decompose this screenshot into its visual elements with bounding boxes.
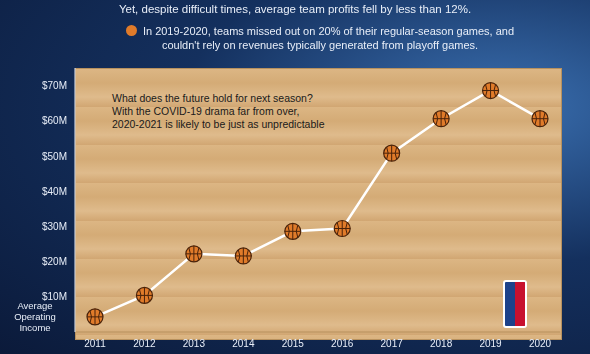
svg-text:$30M: $30M [42,221,67,232]
svg-text:$50M: $50M [42,151,67,162]
svg-text:2013: 2013 [183,338,206,349]
svg-text:$70M: $70M [42,80,67,91]
svg-text:2015: 2015 [282,338,305,349]
svg-text:2016: 2016 [331,338,354,349]
svg-text:2020: 2020 [529,338,552,349]
html-text:Yet, despite difficult times,: Yet, despite difficult times, average te… [118,3,472,15]
html-text:In 2019-2020, teams missed out: In 2019-2020, teams missed out on 20% of… [142,25,515,51]
svg-text:2018: 2018 [430,338,453,349]
svg-text:$20M: $20M [42,256,67,267]
svg-text:2019: 2019 [479,338,502,349]
svg-text:2017: 2017 [381,338,404,349]
svg-text:2011: 2011 [84,338,106,349]
svg-text:$10M: $10M [42,291,67,303]
html-text:What does the future hold for: What does the future hold for next seaso… [112,92,325,130]
html-text:Average Operating Income: Average Operating Income [14,300,56,333]
svg-text:$40M: $40M [42,186,67,197]
svg-text:2012: 2012 [133,338,156,349]
svg-text:2014: 2014 [232,338,255,349]
svg-text:$60M: $60M [42,115,67,126]
